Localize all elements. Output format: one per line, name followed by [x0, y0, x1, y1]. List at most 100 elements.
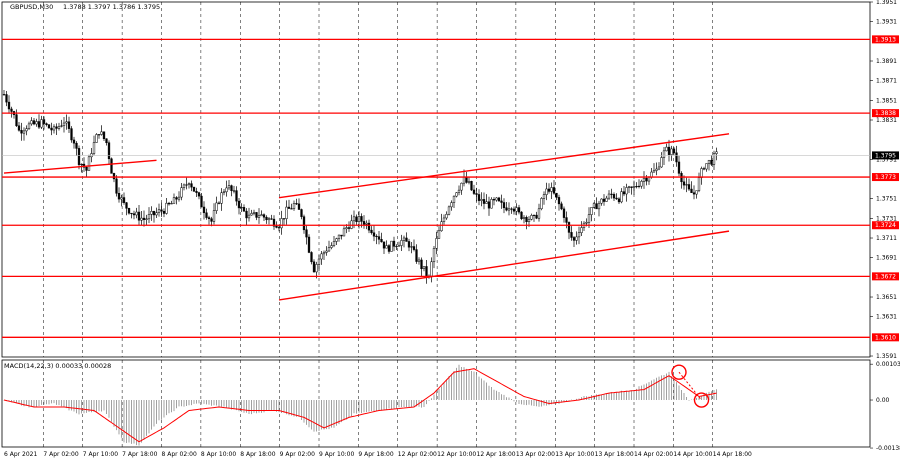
macd-tick-label: -0.00138	[876, 445, 900, 452]
x-tick-label: 13 Apr 18:00	[595, 451, 634, 458]
candle-body	[295, 203, 298, 205]
candle-body	[692, 192, 696, 195]
candle-body	[200, 195, 203, 208]
candle-body	[62, 122, 66, 127]
candle-body	[335, 238, 338, 242]
candle-body	[320, 253, 323, 260]
candle-body	[352, 216, 356, 222]
candle-body	[422, 266, 426, 269]
candle-body	[647, 177, 651, 182]
candle-body	[322, 252, 326, 255]
candle-body	[617, 198, 621, 203]
candle-body	[107, 142, 111, 160]
candle-body	[570, 232, 573, 238]
candle-body	[660, 157, 663, 168]
candle-body	[307, 236, 311, 253]
candle-body	[372, 232, 376, 237]
candle-body	[167, 202, 171, 205]
candle-body	[457, 189, 461, 193]
candle-body	[515, 207, 518, 212]
candle-body	[522, 217, 526, 219]
candle-body	[15, 114, 18, 127]
candle-body	[530, 215, 533, 220]
macd-title: MACD(14,22,3) 0.00033 0.00028	[4, 362, 111, 370]
candle-body	[512, 208, 516, 212]
y-tick-label: 1.3591	[876, 353, 897, 360]
macd-tick-label: 0.00	[876, 397, 890, 404]
candle-body	[490, 199, 493, 209]
candle-body	[250, 213, 253, 216]
x-tick-label: 9 Apr 02:00	[280, 451, 315, 458]
candle-body	[467, 181, 471, 183]
candle-body	[97, 134, 101, 136]
candle-body	[57, 126, 61, 129]
candle-body	[327, 247, 331, 252]
candle-body	[612, 194, 616, 199]
y-tick-label: 1.3791	[876, 156, 897, 163]
candle-body	[255, 212, 258, 218]
level-label: 1.3838	[875, 110, 896, 117]
candle-body	[545, 188, 548, 195]
candle-body	[470, 181, 473, 191]
candle-body	[17, 125, 21, 131]
candle-body	[260, 214, 263, 217]
level-label-bg	[872, 109, 899, 118]
candle-body	[210, 218, 213, 222]
candle-body	[397, 245, 401, 247]
candle-body	[417, 259, 421, 262]
candle-body	[172, 197, 176, 204]
candle-body	[600, 198, 603, 204]
candle-body	[2, 94, 6, 96]
candle-body	[710, 159, 713, 165]
candle-body	[60, 125, 63, 127]
price-panel	[1, 1, 871, 358]
candle-body	[92, 142, 96, 154]
candle-body	[482, 199, 486, 204]
candle-body	[275, 225, 278, 228]
candle-body	[400, 240, 403, 246]
candle-body	[605, 197, 608, 202]
macd-signal-line	[3, 368, 717, 443]
candle-body	[265, 216, 268, 221]
candle-body	[575, 236, 578, 241]
level-label-bg	[872, 35, 899, 44]
candle-body	[272, 218, 276, 227]
candle-body	[615, 197, 618, 200]
candle-body	[695, 190, 698, 195]
candle-body	[460, 182, 463, 191]
candle-body	[407, 241, 411, 248]
candle-body	[597, 202, 601, 210]
candle-body	[435, 238, 438, 249]
candle-body	[80, 163, 83, 165]
x-tick-label: 14 Apr 18:00	[713, 451, 752, 458]
annotation-circle-peak	[671, 364, 687, 380]
trend-line	[3, 159, 157, 174]
level-label: 1.3913	[875, 36, 896, 43]
x-tick-label: 12 Apr 10:00	[437, 451, 476, 458]
candle-body	[390, 240, 393, 252]
candle-body	[535, 214, 538, 219]
candle-body	[312, 261, 316, 273]
x-tick-label: 13 Apr 10:00	[555, 451, 594, 458]
candle-body	[287, 206, 291, 209]
candle-body	[395, 246, 398, 248]
macd-panel	[1, 359, 871, 448]
candle-body	[437, 230, 441, 239]
candle-body	[252, 212, 256, 214]
macd-frame	[1, 359, 871, 448]
candle-body	[420, 259, 423, 269]
candle-body	[102, 131, 106, 139]
candle-body	[580, 227, 583, 233]
candle-body	[332, 241, 336, 246]
candle-body	[345, 227, 348, 230]
y-tick-label: 1.3931	[876, 19, 897, 26]
x-tick-label: 7 Apr 02:00	[43, 451, 78, 458]
candle-body	[627, 186, 631, 188]
candle-body	[185, 184, 188, 186]
candle-body	[305, 229, 308, 238]
candle-body	[370, 229, 373, 234]
candle-body	[27, 123, 31, 129]
candle-body	[277, 227, 281, 229]
candle-body	[532, 214, 536, 216]
candle-body	[357, 216, 361, 222]
